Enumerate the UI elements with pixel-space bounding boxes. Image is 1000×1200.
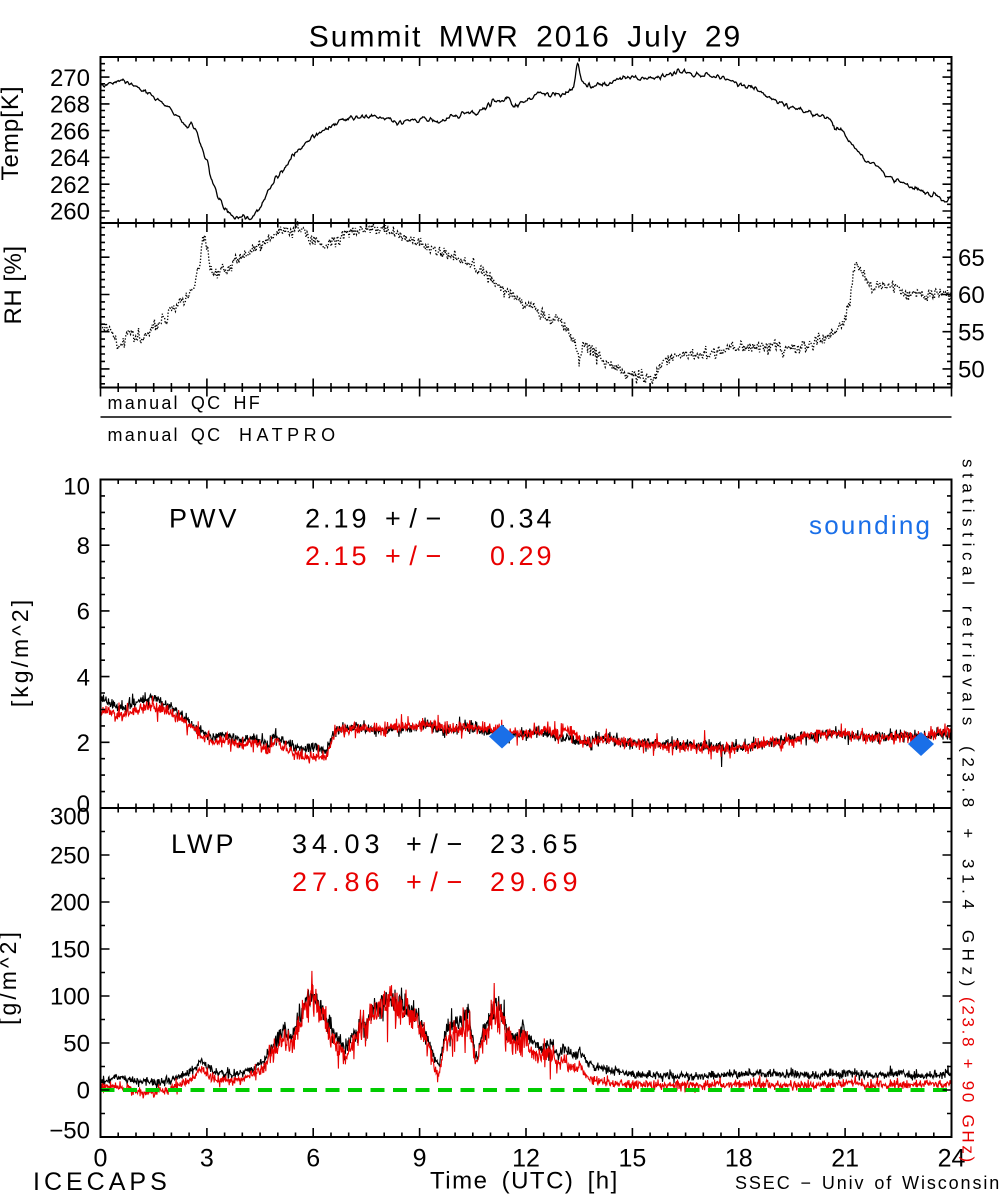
svg-text:6: 6: [306, 1145, 320, 1173]
svg-text:0.34: 0.34: [490, 504, 555, 534]
svg-text:9: 9: [413, 1145, 427, 1173]
svg-text:50: 50: [63, 1031, 90, 1058]
svg-text:24: 24: [938, 1145, 966, 1173]
svg-text:[g/m^2]: [g/m^2]: [0, 929, 21, 1025]
svg-text:0: 0: [77, 791, 90, 818]
svg-text:268: 268: [50, 92, 90, 119]
svg-text:300: 300: [50, 804, 90, 831]
svg-text:18: 18: [725, 1145, 753, 1173]
svg-text:manual QC: manual QC: [108, 425, 223, 445]
svg-text:2.19: 2.19: [305, 504, 370, 534]
svg-text:266: 266: [50, 118, 90, 145]
svg-text:0: 0: [77, 1078, 90, 1105]
svg-text:264: 264: [50, 145, 90, 172]
svg-text:sounding: sounding: [809, 510, 932, 540]
svg-text:260: 260: [50, 199, 90, 226]
svg-text:250: 250: [50, 843, 90, 870]
svg-text:Time (UTC) [h]: Time (UTC) [h]: [430, 1168, 619, 1195]
svg-text:65: 65: [958, 245, 985, 272]
svg-text:0: 0: [94, 1145, 108, 1173]
svg-text:4: 4: [77, 664, 90, 691]
svg-text:0.29: 0.29: [490, 541, 555, 571]
svg-text:55: 55: [958, 319, 985, 346]
svg-text:200: 200: [50, 890, 90, 917]
svg-text:HATPRO: HATPRO: [239, 425, 340, 445]
svg-text:(23.8 + 90 GHz): (23.8 + 90 GHz): [959, 997, 978, 1165]
svg-text:Temp[K]: Temp[K]: [0, 85, 24, 180]
svg-text:12: 12: [512, 1145, 540, 1173]
svg-text:Summit MWR 2016 July 29: Summit MWR 2016 July 29: [309, 21, 742, 54]
svg-text:statistical retrievals (23.8 +: statistical retrievals (23.8 + 31.4 GHz): [959, 459, 978, 992]
svg-text:+/−: +/−: [406, 867, 471, 897]
svg-text:+/−: +/−: [385, 504, 450, 534]
svg-text:−50: −50: [49, 1118, 90, 1145]
svg-text:34.03: 34.03: [292, 829, 385, 859]
svg-text:23.65: 23.65: [490, 829, 583, 859]
svg-text:8: 8: [77, 533, 90, 560]
svg-text:60: 60: [958, 282, 985, 309]
svg-text:2: 2: [77, 730, 90, 757]
svg-text:100: 100: [50, 984, 90, 1011]
svg-text:270: 270: [50, 65, 90, 92]
svg-text:27.86: 27.86: [292, 867, 385, 897]
svg-text:3: 3: [200, 1145, 214, 1173]
svg-text:50: 50: [958, 357, 985, 384]
svg-text:21: 21: [831, 1145, 859, 1173]
svg-text:PWV: PWV: [169, 504, 240, 534]
svg-text:RH [%]: RH [%]: [0, 245, 27, 324]
svg-text:ICECAPS: ICECAPS: [33, 1168, 171, 1196]
svg-text:6: 6: [77, 599, 90, 626]
svg-text:150: 150: [50, 937, 90, 964]
svg-text:15: 15: [618, 1145, 646, 1173]
svg-text:LWP: LWP: [171, 829, 237, 859]
svg-text:+/−: +/−: [406, 829, 471, 859]
svg-text:+/−: +/−: [385, 541, 450, 571]
svg-text:2.15: 2.15: [305, 541, 370, 571]
svg-text:10: 10: [63, 474, 90, 501]
svg-text:SSEC − Univ of Wisconsin: SSEC − Univ of Wisconsin: [735, 1173, 1000, 1193]
svg-text:262: 262: [50, 172, 90, 199]
svg-text:29.69: 29.69: [490, 867, 583, 897]
svg-text:manual QC HF: manual QC HF: [108, 393, 262, 413]
svg-text:[kg/m^2]: [kg/m^2]: [7, 597, 33, 707]
